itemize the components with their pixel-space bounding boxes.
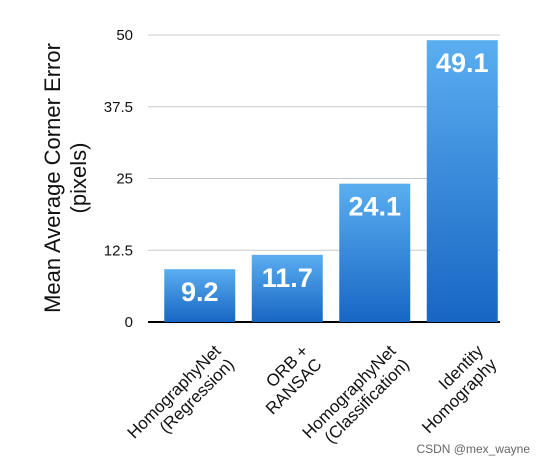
bar [164,269,236,322]
x-tick-label: HomographyNet(Classification) [299,341,413,447]
y-tick-label: 37.5 [104,99,133,116]
data-labels: 9.2 11.7 24.1 49.1 [181,48,489,307]
y-axis-title-text: Mean Average Corner Error (pixels) [40,43,91,313]
bar [339,183,411,322]
y-axis-title-line: (pixels) [66,143,91,214]
bar [251,254,323,322]
data-label: 11.7 [262,263,313,293]
bar [426,40,498,322]
y-tick-label: 50 [116,27,133,44]
watermark: CSDN @mex_wayne [416,442,530,456]
y-tick-label: 0 [125,314,133,331]
y-axis-ticks: 0 12.5 25 37.5 50 [104,27,133,331]
data-label: 9.2 [181,277,219,307]
y-axis-title-line: Mean Average Corner Error [40,43,65,313]
data-label: 49.1 [436,48,489,78]
x-tick-label: ORB +RANSAC [262,341,326,418]
y-tick-label: 25 [116,171,133,188]
data-label: 24.1 [348,192,401,222]
y-tick-label: 12.5 [104,242,133,259]
x-tick-label: HomographyNet(Regression) [124,341,238,442]
bars [164,40,498,322]
x-axis-categories: HomographyNet(Regression) ORB +RANSACHomo… [124,341,501,447]
y-axis-title: Mean Average Corner Error (pixels) [40,43,91,313]
